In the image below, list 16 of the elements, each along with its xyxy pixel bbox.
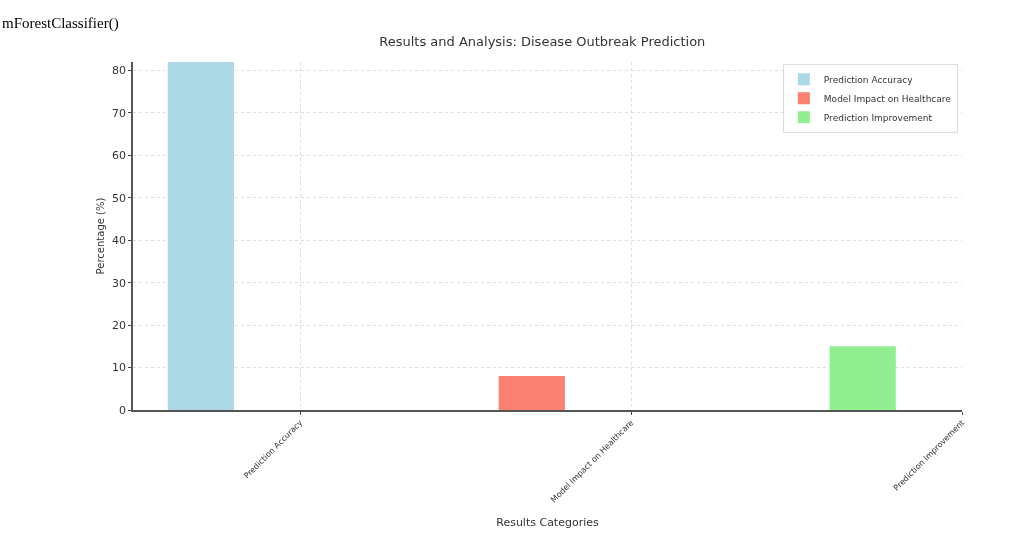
y-axis-title: Percentage (%) xyxy=(94,197,106,275)
y-tick-label: 10 xyxy=(112,361,127,375)
y-tick-label: 40 xyxy=(112,234,127,248)
y-tick-label: 80 xyxy=(112,64,127,78)
chart-title: Results and Analysis: Disease Outbreak Prediction xyxy=(379,33,706,49)
y-tick-label: 60 xyxy=(112,149,127,163)
text: mForestClassifier() xyxy=(2,15,119,32)
legend-label: Model Impact on Healthcare xyxy=(823,93,952,104)
x-axis-title: Results Categories xyxy=(496,516,600,530)
y-tick-label: 70 xyxy=(112,106,127,120)
y-tick-label: 0 xyxy=(119,403,127,417)
y-tick-label: 30 xyxy=(112,276,127,290)
y-tick-label: 20 xyxy=(112,318,127,332)
legend-label: Prediction Improvement xyxy=(823,112,933,123)
legend-label: Prediction Accuracy xyxy=(823,74,914,85)
y-tick-label: 50 xyxy=(112,191,127,205)
